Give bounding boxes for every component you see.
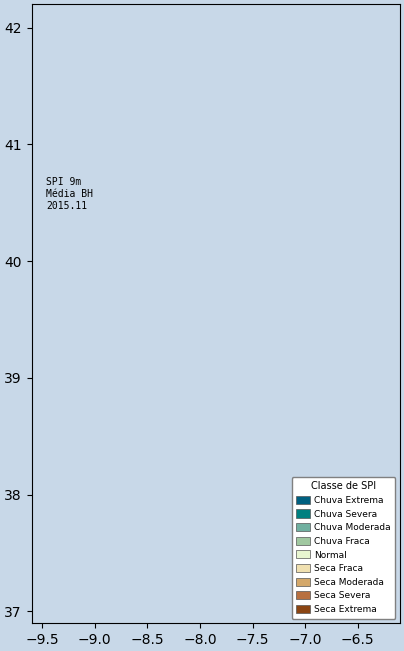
Text: SPI 9m
Média BH
2015.11: SPI 9m Média BH 2015.11 xyxy=(46,178,93,211)
Legend: Chuva Extrema, Chuva Severa, Chuva Moderada, Chuva Fraca, Normal, Seca Fraca, Se: Chuva Extrema, Chuva Severa, Chuva Moder… xyxy=(292,477,396,618)
